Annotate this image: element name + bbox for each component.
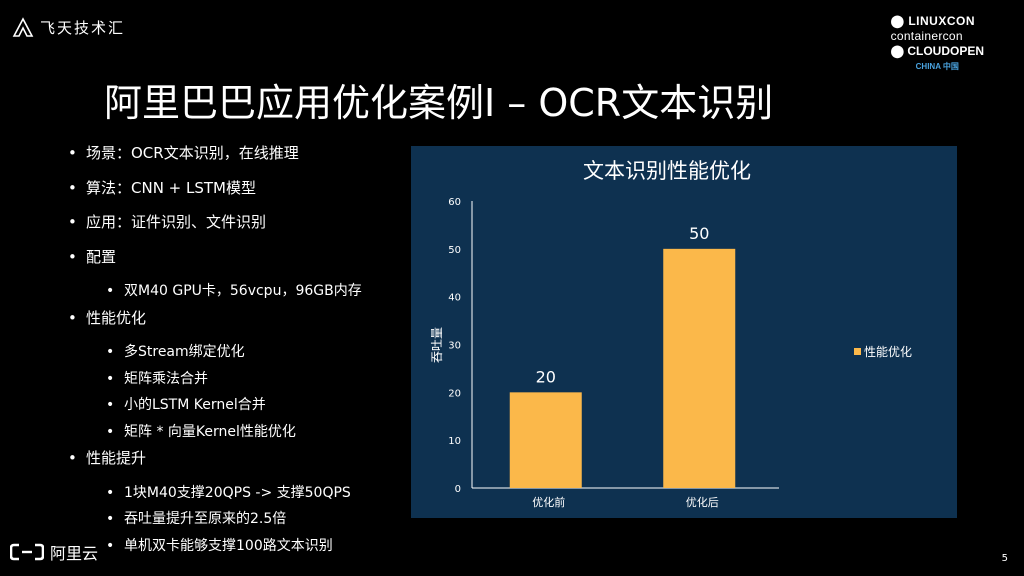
x-tick-label: 优化前 xyxy=(532,495,565,509)
cloudopen-text: ⬤ CLOUDOPEN xyxy=(890,44,984,58)
legend-label: 性能优化 xyxy=(864,345,912,359)
y-tick-label: 20 xyxy=(448,388,461,399)
sub-bullet-item: 多Stream绑定优化 xyxy=(68,341,408,368)
bullet-item: 场景：OCR文本识别，在线推理 xyxy=(68,142,408,177)
bullet-item: 应用：证件识别、文件识别 xyxy=(68,211,408,246)
chart-title: 文本识别性能优化 xyxy=(583,159,751,183)
slide-title: 阿里巴巴应用优化案例I – OCR文本识别 xyxy=(104,81,774,125)
aliyun-logo-icon xyxy=(10,543,44,561)
legend-swatch xyxy=(854,348,861,355)
data-label: 50 xyxy=(689,224,709,243)
feitian-logo-icon xyxy=(12,17,34,37)
feitian-logo: 飞天技术汇 xyxy=(12,16,125,38)
sub-bullet-item: 小的LSTM Kernel合并 xyxy=(68,394,408,421)
bullet-list: 场景：OCR文本识别，在线推理算法：CNN + LSTM模型应用：证件识别、文件… xyxy=(68,142,408,561)
bar-chart: 文本识别性能优化 0 10 20 30 40 50 60 吞吐量 20 优化前 50 优化后 性能优化 xyxy=(411,146,957,518)
linuxcon-text: ⬤ LINUXCON xyxy=(890,14,975,28)
bar xyxy=(509,392,582,488)
aliyun-logo: 阿里云 xyxy=(10,540,98,564)
feitian-brand-text: 飞天技术汇 xyxy=(40,18,126,37)
y-tick-label: 10 xyxy=(448,436,461,447)
bar xyxy=(663,248,736,488)
bullet-item: 性能提升 xyxy=(68,447,408,482)
y-tick-label: 0 xyxy=(455,484,461,495)
y-tick-label: 60 xyxy=(448,197,461,208)
sub-bullet-item: 单机双卡能够支撑100路文本识别 xyxy=(68,535,408,562)
bullet-item: 性能优化 xyxy=(68,307,408,342)
sub-bullet-item: 吞吐量提升至原来的2.5倍 xyxy=(68,508,408,535)
sub-bullet-item: 矩阵乘法合并 xyxy=(68,368,408,395)
x-tick-label: 优化后 xyxy=(686,495,719,509)
y-axis-label: 吞吐量 xyxy=(430,327,444,363)
chart-svg: 文本识别性能优化 0 10 20 30 40 50 60 吞吐量 20 优化前 50 优化后 性能优化 xyxy=(430,159,912,509)
y-tick-label: 40 xyxy=(448,293,461,304)
y-tick-label: 50 xyxy=(448,245,461,256)
conference-logo: ⬤ LINUXCON containercon ⬤ CLOUDOPEN CHIN… xyxy=(891,14,984,72)
containercon-text: containercon xyxy=(890,29,963,43)
bullet-item: 配置 xyxy=(68,246,408,281)
china-text: CHINA 中国 xyxy=(915,62,959,71)
y-tick-label: 30 xyxy=(448,341,461,352)
sub-bullet-item: 1块M40支撑20QPS -> 支撑50QPS xyxy=(68,482,408,509)
sub-bullet-item: 矩阵 * 向量Kernel性能优化 xyxy=(68,421,408,448)
sub-bullet-item: 双M40 GPU卡，56vcpu，96GB内存 xyxy=(68,280,408,307)
data-label: 20 xyxy=(536,367,556,386)
aliyun-brand-text: 阿里云 xyxy=(50,544,99,563)
page-number: 5 xyxy=(1001,553,1008,564)
bullet-item: 算法：CNN + LSTM模型 xyxy=(68,177,408,212)
